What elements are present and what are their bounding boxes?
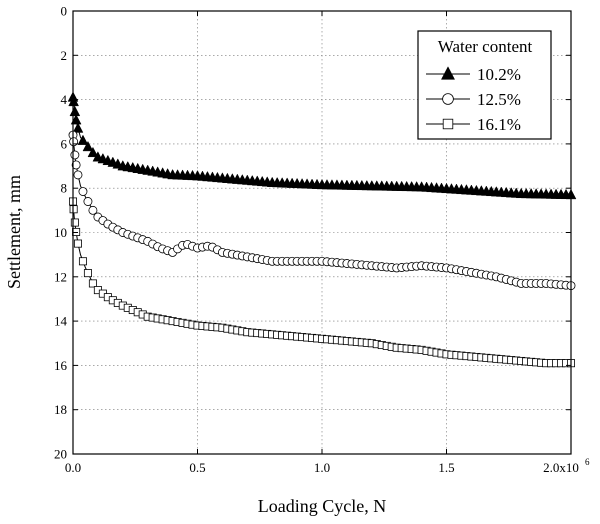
series-layer [67, 91, 577, 368]
legend-label: 16.1% [477, 115, 521, 134]
x-axis-title: Loading Cycle, N [258, 496, 386, 516]
data-marker [73, 239, 82, 248]
data-marker [82, 140, 94, 152]
data-marker [73, 170, 83, 180]
data-marker [87, 146, 99, 158]
legend-box [417, 30, 552, 140]
y-tick-label: 16 [54, 358, 68, 373]
y-axis-title: Settlement, mm [4, 175, 24, 289]
y-tick-label: 2 [61, 48, 68, 63]
data-marker [78, 187, 88, 196]
legend-entry: 10.2% [426, 65, 521, 84]
y-tick-label: 8 [61, 181, 68, 196]
x-tick-label: 1.0 [314, 460, 330, 475]
y-tick-label: 0 [61, 4, 68, 19]
data-marker [69, 137, 79, 147]
legend-entry: 12.5% [426, 90, 521, 109]
data-marker [69, 105, 81, 117]
x-tick-label: 0.5 [189, 460, 205, 475]
legend-marker [442, 93, 454, 105]
series-open-circle [68, 130, 576, 291]
data-marker [83, 197, 93, 206]
data-marker [68, 95, 79, 107]
axis-ticks: 0 2 4 6 8 10 12 14 16 18 200.0 0.5 1.0 1.5 2.0x10 6 [54, 4, 590, 476]
y-tick-label: 6 [61, 136, 68, 151]
legend-marker [442, 118, 454, 130]
data-marker [88, 205, 98, 215]
data-marker [70, 150, 80, 160]
y-tick-label: 14 [54, 314, 68, 329]
legend-label: 12.5% [477, 90, 521, 109]
x-tick-label: 2.0x10 [543, 460, 579, 475]
data-marker [70, 218, 79, 227]
y-tick-label: 18 [54, 402, 67, 417]
data-marker [69, 205, 78, 214]
data-marker [72, 122, 84, 133]
data-marker [70, 114, 82, 125]
x-tick-exponent: 6 [585, 457, 590, 467]
data-marker [71, 160, 81, 170]
y-tick-label: 12 [54, 269, 67, 284]
data-marker [88, 279, 97, 288]
data-marker [78, 257, 87, 266]
x-tick-label: 1.5 [438, 460, 454, 475]
y-tick-label: 4 [61, 92, 68, 107]
x-tick-label: 0.0 [65, 460, 81, 475]
data-marker [83, 269, 92, 278]
legend-marker [440, 66, 456, 80]
legend: Water content 10.2% 12.5% 16.1% [417, 30, 552, 140]
y-tick-label: 10 [54, 225, 67, 240]
series-open-square [69, 197, 576, 368]
legend-label: 10.2% [477, 65, 521, 84]
y-tick-label: 20 [54, 447, 67, 462]
legend-entry: 16.1% [426, 115, 521, 134]
data-marker [77, 134, 89, 145]
series-filled-triangle [67, 91, 577, 200]
legend-title: Water content [438, 37, 533, 56]
